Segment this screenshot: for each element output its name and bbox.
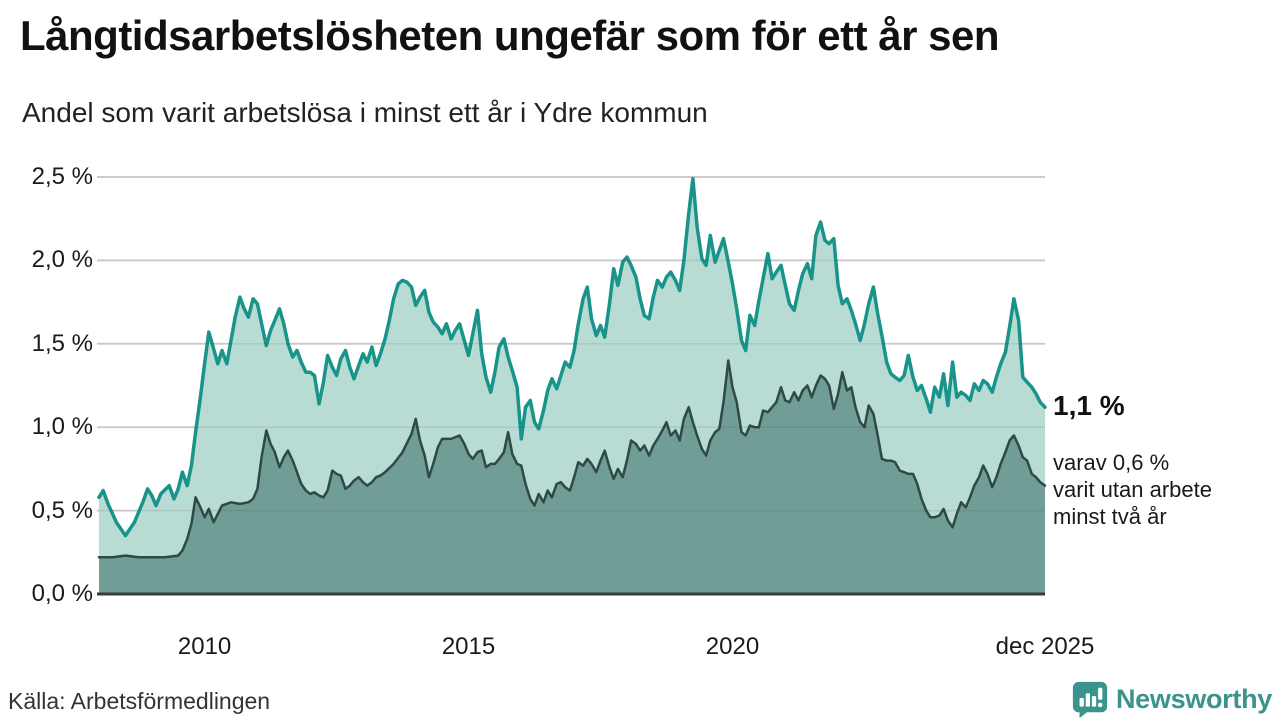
gridlines-overlay	[97, 176, 1045, 512]
end-value-label: 1,1 %	[1053, 390, 1125, 421]
y-axis-label: 1,0 %	[31, 413, 93, 441]
x-axis-label: 2010	[177, 633, 232, 660]
page-subtitle: Andel som varit arbetslösa i minst ett å…	[22, 97, 708, 128]
end-value-sublabel: varav 0,6 % varit utan arbete minst två …	[1053, 449, 1212, 530]
series-line-unemployed-at-least-one-year	[97, 176, 1047, 538]
series-layer	[97, 176, 1047, 594]
page-title: Långtidsarbetslösheten ungefär som för e…	[20, 12, 1000, 59]
y-axis-label: 1,5 %	[31, 329, 93, 357]
x-axis-label: 2020	[705, 633, 760, 660]
x-axis-label: dec 2025	[995, 633, 1095, 660]
series-area-unemployed-at-least-two-years	[99, 360, 1045, 594]
x-axis-label: 2015	[441, 633, 496, 660]
newsworthy-brand: Newsworthy	[1071, 678, 1272, 720]
newsworthy-wordmark: Newsworthy	[1115, 683, 1272, 714]
y-axis-label: 0,0 %	[31, 580, 93, 607]
y-axis-label: 2,0 %	[31, 246, 93, 274]
series-line-unemployed-at-least-two-years	[97, 359, 1047, 559]
y-axis-label: 2,5 %	[31, 163, 93, 190]
sublabel-line-3: minst två år	[1053, 504, 1167, 529]
sublabel-line-1: varav 0,6 %	[1053, 450, 1170, 475]
sublabel-line-2: varit utan arbete	[1053, 477, 1212, 502]
y-axis-label: 0,5 %	[31, 496, 93, 524]
source-note: Källa: Arbetsförmedlingen	[8, 688, 271, 714]
newsworthy-logo-icon	[1072, 681, 1108, 718]
